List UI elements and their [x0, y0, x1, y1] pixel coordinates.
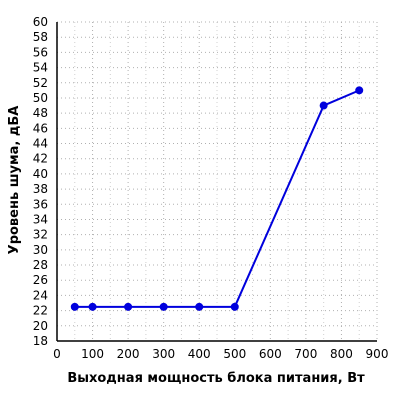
y-tick-label: 58	[33, 30, 48, 44]
x-axis-title: Выходная мощность блока питания, Вт	[67, 371, 365, 386]
grid-lines	[57, 21, 378, 341]
x-tick-label: 400	[188, 347, 211, 361]
y-tick-label: 24	[33, 288, 48, 302]
x-tick-label: 800	[330, 347, 353, 361]
data-point	[355, 86, 364, 95]
y-tick-label: 42	[33, 152, 48, 166]
x-tick-label: 200	[117, 347, 140, 361]
x-tick-label: 100	[81, 347, 104, 361]
y-tick-label: 28	[33, 258, 48, 272]
data-point	[70, 302, 79, 311]
x-tick-label: 500	[223, 347, 246, 361]
y-tick-label: 60	[33, 15, 48, 29]
y-tick-label: 32	[33, 228, 48, 242]
data-point	[124, 302, 133, 311]
series-layer	[70, 86, 364, 311]
y-tick-label: 40	[33, 167, 48, 181]
data-point	[319, 101, 328, 110]
y-tick-label: 30	[33, 243, 48, 257]
y-tick-label: 54	[33, 61, 48, 75]
y-tick-label: 56	[33, 45, 48, 59]
data-point	[88, 302, 97, 311]
x-tick-label: 0	[53, 347, 61, 361]
data-point	[159, 302, 168, 311]
x-tick-label: 300	[152, 347, 175, 361]
data-point	[195, 302, 204, 311]
axes	[56, 22, 377, 342]
data-point	[230, 302, 239, 311]
y-tick-label: 46	[33, 121, 48, 135]
y-tick-label: 18	[33, 334, 48, 348]
x-tick-label: 900	[366, 347, 389, 361]
x-tick-labels: 0 100 200 300 400 500 600 700 800 900	[53, 347, 388, 361]
x-tick-label: 700	[294, 347, 317, 361]
y-tick-label: 20	[33, 319, 48, 333]
y-tick-label: 50	[33, 91, 48, 105]
y-tick-label: 22	[33, 304, 48, 318]
y-tick-label: 26	[33, 273, 48, 287]
y-tick-label: 34	[33, 212, 48, 226]
series-line	[74, 89, 360, 308]
y-tick-label: 38	[33, 182, 48, 196]
y-axis-title: Уровень шума, дБА	[7, 106, 22, 255]
y-tick-label: 48	[33, 106, 48, 120]
y-tick-label: 52	[33, 76, 48, 90]
y-tick-label: 36	[33, 197, 48, 211]
y-tick-label: 44	[33, 137, 48, 151]
x-tick-label: 600	[259, 347, 282, 361]
